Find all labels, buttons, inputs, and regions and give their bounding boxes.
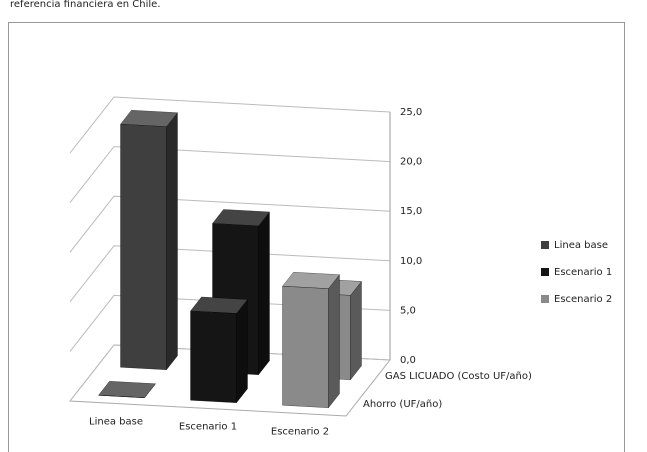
depth-label: GAS LICUADO (Costo UF/año): [385, 371, 532, 382]
bar-front: [120, 124, 167, 370]
y-tick-label: 25,0: [400, 107, 422, 118]
grid-line: [69, 195, 391, 253]
x-tick-label: Escenario 1: [179, 422, 237, 433]
bar: [282, 272, 340, 409]
bar-side: [350, 280, 362, 381]
grid-line: [69, 245, 391, 303]
y-tick-label: 5,0: [400, 305, 416, 316]
depth-label: Ahorro (UF/año): [363, 399, 442, 410]
legend-label: Escenario 2: [554, 294, 612, 305]
legend-swatch: [541, 268, 549, 276]
grid-line: [69, 96, 391, 154]
caption: referencia financiera en Chile.: [10, 0, 161, 10]
y-tick-label: 20,0: [400, 157, 422, 168]
x-tick-label: Linea base: [89, 417, 143, 428]
y-tick-label: 0,0: [400, 355, 416, 366]
bar: [120, 110, 178, 371]
bar: [98, 381, 156, 398]
grid-line: [69, 146, 391, 203]
legend-swatch: [541, 241, 549, 249]
bar-front: [190, 310, 237, 403]
bar-front: [282, 286, 329, 408]
bar-side: [258, 211, 270, 376]
y-tick-label: 10,0: [400, 256, 422, 267]
legend-label: Escenario 1: [554, 267, 612, 278]
legend-label: Linea base: [554, 240, 608, 251]
bar-side: [328, 274, 340, 409]
bar: [190, 296, 248, 404]
y-tick-label: 15,0: [400, 206, 422, 217]
bar-side: [236, 299, 248, 404]
x-tick-label: Escenario 2: [271, 427, 329, 438]
legend-swatch: [541, 295, 549, 303]
bar-front: [98, 395, 145, 398]
bar-side: [166, 112, 178, 371]
